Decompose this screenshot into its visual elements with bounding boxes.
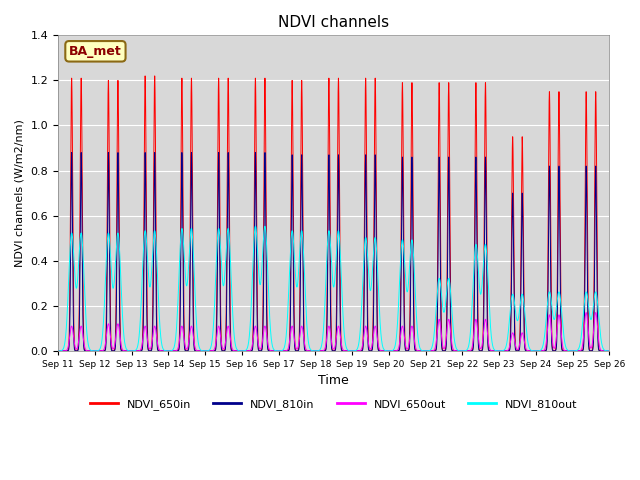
- NDVI_810in: [70, 345, 78, 351]
- NDVI_810out: [70, 263, 78, 269]
- NDVI_810out: [605, 348, 613, 354]
- X-axis label: Time: Time: [318, 374, 349, 387]
- NDVI_810out: [54, 348, 62, 354]
- NDVI_650out: [344, 348, 351, 354]
- NDVI_650in: [90, 348, 98, 354]
- NDVI_810in: [261, 150, 269, 156]
- Title: NDVI channels: NDVI channels: [278, 15, 389, 30]
- NDVI_810out: [460, 348, 468, 354]
- NDVI_810in: [386, 348, 394, 354]
- NDVI_650in: [70, 338, 78, 344]
- NDVI_650out: [605, 348, 613, 354]
- NDVI_810out: [287, 238, 295, 243]
- NDVI_810out: [90, 348, 98, 354]
- NDVI_650in: [54, 348, 62, 354]
- Text: BA_met: BA_met: [69, 45, 122, 58]
- NDVI_810out: [261, 223, 269, 229]
- NDVI_650in: [151, 73, 159, 79]
- NDVI_810in: [605, 348, 613, 354]
- NDVI_650out: [582, 310, 590, 315]
- Line: NDVI_810out: NDVI_810out: [58, 226, 609, 351]
- NDVI_810out: [386, 348, 394, 354]
- NDVI_650out: [460, 348, 468, 354]
- NDVI_650in: [386, 348, 394, 354]
- NDVI_650out: [70, 339, 78, 345]
- Y-axis label: NDVI channels (W/m2/nm): NDVI channels (W/m2/nm): [15, 119, 25, 267]
- NDVI_650in: [605, 348, 613, 354]
- NDVI_650out: [54, 348, 62, 354]
- NDVI_810in: [287, 260, 295, 266]
- NDVI_810in: [54, 348, 62, 354]
- NDVI_650out: [287, 328, 295, 334]
- Legend: NDVI_650in, NDVI_810in, NDVI_650out, NDVI_810out: NDVI_650in, NDVI_810in, NDVI_650out, NDV…: [86, 395, 582, 415]
- NDVI_650out: [90, 348, 98, 354]
- NDVI_810in: [90, 348, 98, 354]
- NDVI_650out: [386, 348, 394, 354]
- NDVI_810in: [344, 348, 351, 354]
- Line: NDVI_650in: NDVI_650in: [58, 76, 609, 351]
- Line: NDVI_650out: NDVI_650out: [58, 312, 609, 351]
- Line: NDVI_810in: NDVI_810in: [58, 153, 609, 351]
- NDVI_810in: [460, 348, 468, 354]
- NDVI_810out: [344, 347, 351, 352]
- NDVI_650in: [287, 205, 295, 211]
- NDVI_650in: [344, 348, 351, 354]
- NDVI_650in: [460, 348, 468, 354]
